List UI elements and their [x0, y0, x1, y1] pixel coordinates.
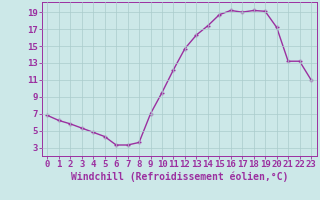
X-axis label: Windchill (Refroidissement éolien,°C): Windchill (Refroidissement éolien,°C): [70, 172, 288, 182]
